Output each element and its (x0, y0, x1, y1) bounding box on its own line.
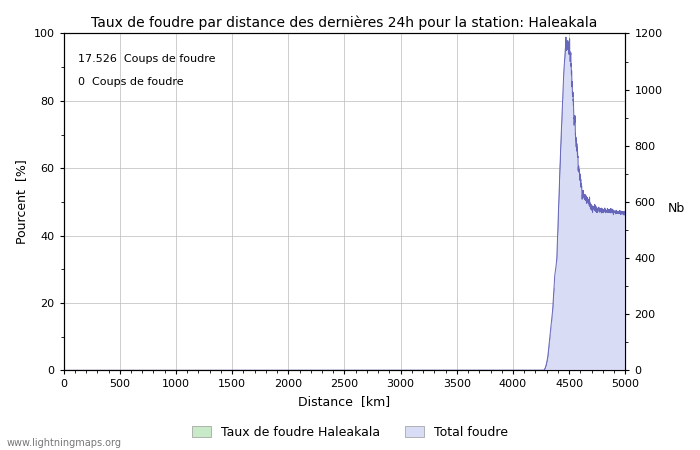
Title: Taux de foudre par distance des dernières 24h pour la station: Haleakala: Taux de foudre par distance des dernière… (91, 15, 598, 30)
Y-axis label: Nb: Nb (668, 202, 685, 215)
X-axis label: Distance  [km]: Distance [km] (298, 395, 391, 408)
Text: 0  Coups de foudre: 0 Coups de foudre (78, 77, 183, 87)
Text: 17.526  Coups de foudre: 17.526 Coups de foudre (78, 54, 215, 63)
Legend: Taux de foudre Haleakala, Total foudre: Taux de foudre Haleakala, Total foudre (187, 421, 513, 444)
Y-axis label: Pourcent  [%]: Pourcent [%] (15, 160, 28, 244)
Text: www.lightningmaps.org: www.lightningmaps.org (7, 438, 122, 448)
